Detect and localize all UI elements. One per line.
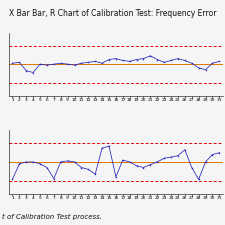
Text: X Bar Bar, R Chart of Calibration Test: Frequency Error: X Bar Bar, R Chart of Calibration Test: … bbox=[9, 9, 216, 18]
Text: t of Calibration Test process.: t of Calibration Test process. bbox=[2, 214, 102, 220]
